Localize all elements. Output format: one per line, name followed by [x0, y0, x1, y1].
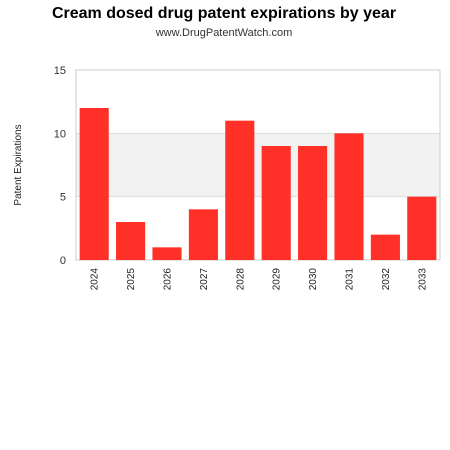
y-tick-label: 10 [54, 128, 66, 140]
bar-2026 [152, 247, 182, 260]
x-axis-ticks: 2024 2025 2026 2027 2028 2029 2030 2031 2032 2033 [90, 268, 429, 291]
x-tick-label: 2033 [417, 268, 428, 291]
y-axis-ticks: 0 5 10 15 [54, 65, 66, 267]
bar-2031 [334, 133, 364, 260]
gridlines [76, 132, 440, 198]
chart-subtitle: www.DrugPatentWatch.com [155, 27, 293, 39]
bar-2025 [116, 222, 146, 260]
bar-2027 [188, 209, 218, 260]
bar-2030 [298, 146, 328, 260]
x-tick-label: 2026 [163, 268, 174, 291]
bar-2024 [79, 108, 109, 260]
y-tick-label: 5 [60, 192, 66, 204]
bar-2032 [370, 234, 400, 260]
x-tick-label: 2031 [345, 268, 356, 291]
bars [79, 108, 437, 261]
y-tick-label: 15 [54, 65, 66, 77]
chart-title: Cream dosed drug patent expirations by y… [52, 5, 396, 22]
x-tick-label: 2029 [272, 268, 283, 291]
y-axis-label: Patent Expirations [13, 124, 24, 205]
bar-2033 [407, 196, 437, 260]
x-tick-label: 2024 [90, 268, 101, 291]
x-tick-label: 2030 [308, 268, 319, 291]
y-tick-label: 0 [60, 255, 66, 267]
alternating-band [76, 133, 440, 197]
x-tick-label: 2032 [381, 268, 392, 291]
x-tick-label: 2025 [126, 268, 137, 291]
x-tick-label: 2028 [235, 268, 246, 291]
plot-frame [75, 69, 441, 261]
bar-2029 [261, 146, 291, 260]
bar-2028 [225, 120, 255, 261]
x-tick-label: 2027 [199, 268, 210, 291]
